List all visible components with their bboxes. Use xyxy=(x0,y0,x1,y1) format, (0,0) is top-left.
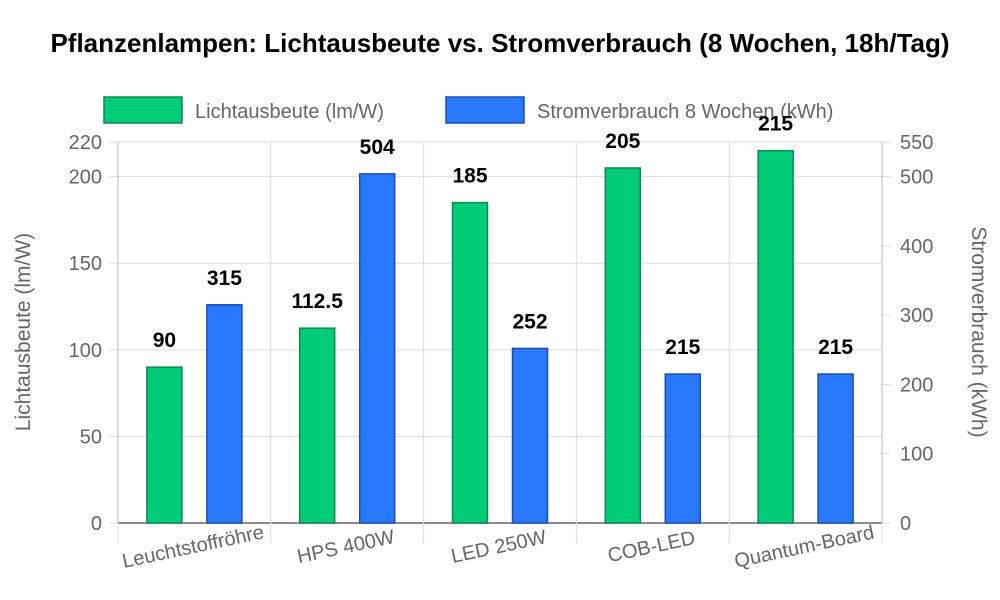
y-left-tick-label: 0 xyxy=(91,513,102,535)
x-tick-label: LED 250W xyxy=(449,526,548,568)
y-left-tick-label: 50 xyxy=(80,426,102,448)
bar-lichtausbeute xyxy=(604,167,642,524)
bar-stromverbrauch xyxy=(817,373,854,524)
data-label-stromverbrauch: 315 xyxy=(207,267,242,290)
y-right-tick-label: 0 xyxy=(900,513,911,535)
y-right-tick-label: 200 xyxy=(900,374,933,396)
bars-layer: 90 315 112.5 504 185 252 205 215 215 215 xyxy=(146,113,854,524)
legend-label-stromverbrauch: Stromverbrauch 8 Wochen (kWh) xyxy=(537,101,833,123)
bar-lichtausbeute xyxy=(757,149,794,524)
axes-layer: 0 50 100 150 200 220 0 100 200 300 400 500 550 Leucht… xyxy=(69,132,934,573)
y-right-tick-label: 400 xyxy=(900,236,933,258)
y-left-tick-label: 220 xyxy=(69,132,102,154)
bar-stromverbrauch xyxy=(206,304,243,524)
bar-lichtausbeute xyxy=(298,327,336,524)
legend: Lichtausbeute (lm/W) Stromverbrauch 8 Wo… xyxy=(103,96,833,124)
data-label-stromverbrauch: 504 xyxy=(360,136,395,159)
x-tick-label: HPS 400W xyxy=(295,526,396,568)
data-label-stromverbrauch: 215 xyxy=(665,336,700,359)
data-label-lichtausbeute: 185 xyxy=(452,165,487,188)
data-label-stromverbrauch: 252 xyxy=(512,310,547,333)
bar-lichtausbeute xyxy=(451,201,489,524)
data-label-lichtausbeute: 112.5 xyxy=(291,290,343,313)
y-axis-left-title: Lichtausbeute (lm/W) xyxy=(12,233,35,431)
y-right-tick-label: 300 xyxy=(900,305,933,327)
bar-stromverbrauch xyxy=(358,173,396,524)
y-left-tick-label: 200 xyxy=(69,167,102,189)
y-left-tick-label: 100 xyxy=(69,340,102,362)
bar-lichtausbeute xyxy=(146,366,183,524)
data-label-stromverbrauch: 215 xyxy=(818,336,853,359)
y-right-tick-label: 550 xyxy=(900,132,933,154)
legend-swatch-lichtausbeute xyxy=(103,96,183,124)
y-axis-right-title: Stromverbrauch (kWh) xyxy=(967,226,990,437)
y-right-tick-label: 100 xyxy=(900,444,933,466)
data-label-lichtausbeute: 215 xyxy=(758,113,793,136)
x-tick-label: Quantum-Board xyxy=(732,522,876,573)
bar-stromverbrauch xyxy=(664,373,702,524)
legend-swatch-stromverbrauch xyxy=(445,96,525,124)
y-right-tick-label: 500 xyxy=(900,167,933,189)
data-label-lichtausbeute: 90 xyxy=(153,329,176,352)
x-tick-label: Leuchtstoffröhre xyxy=(120,521,266,572)
y-left-tick-label: 150 xyxy=(69,253,102,275)
chart-title: Pflanzenlampen: Lichtausbeute vs. Stromv… xyxy=(50,28,949,58)
legend-label-lichtausbeute: Lichtausbeute (lm/W) xyxy=(195,101,384,123)
bar-stromverbrauch xyxy=(511,347,549,524)
data-label-lichtausbeute: 205 xyxy=(605,130,640,153)
x-tick-label: COB-LED xyxy=(606,527,698,567)
